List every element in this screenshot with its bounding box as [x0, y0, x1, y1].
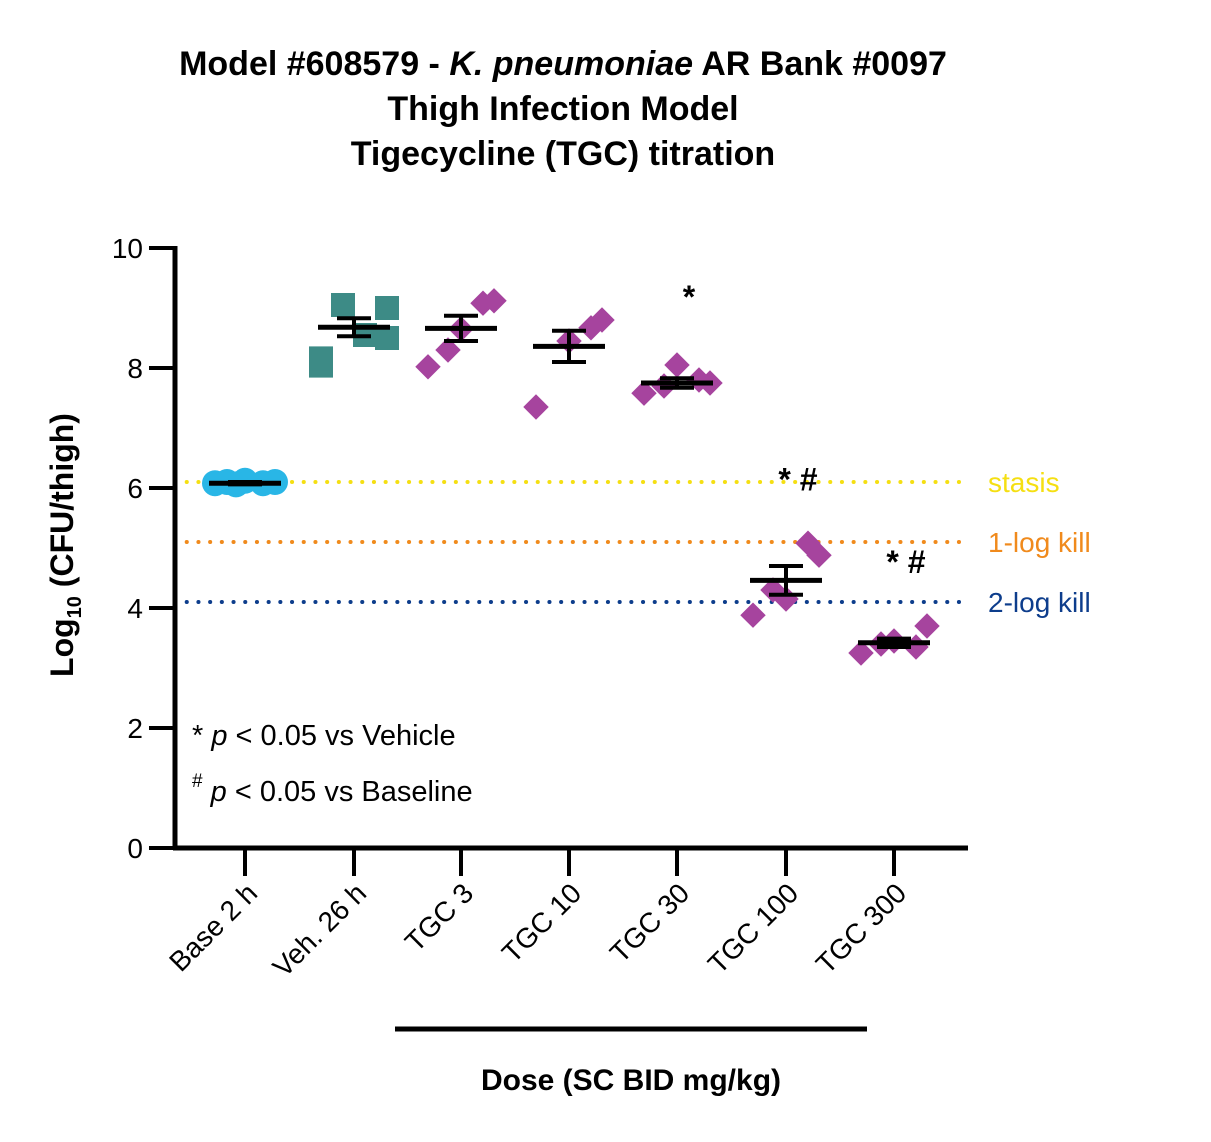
- x-tick-label: TGC 300: [810, 877, 912, 979]
- data-point-diamond: [435, 337, 461, 363]
- significance-label: *: [683, 279, 696, 315]
- axes: [149, 246, 968, 1032]
- significance-label: * #: [886, 544, 925, 580]
- y-axis-label-main: Log: [44, 618, 80, 677]
- data-marks: [202, 288, 940, 666]
- title-italic-part: K. pneumoniae: [449, 45, 694, 83]
- data-point-diamond: [523, 394, 549, 420]
- note-text: < 0.05 vs Vehicle: [227, 720, 455, 752]
- data-point-diamond: [795, 530, 821, 556]
- data-point-diamond: [415, 354, 441, 380]
- reference-line-label: 2-log kill: [988, 587, 1091, 618]
- y-tick-label: 0: [127, 833, 143, 864]
- x-tick-label: Veh. 26 h: [267, 877, 373, 983]
- data-point-diamond: [631, 380, 657, 406]
- reference-lines: [173, 480, 970, 604]
- data-point-diamond: [914, 613, 940, 639]
- note-text: < 0.05 vs Baseline: [227, 776, 473, 808]
- title-line-1: Model #608579 - K. pneumoniae AR Bank #0…: [0, 42, 1126, 87]
- x-tick-label: TGC 30: [604, 877, 695, 968]
- note-mark: *: [192, 720, 211, 752]
- y-axis-label-subscript: 10: [64, 596, 86, 618]
- significance-label: * #: [778, 461, 817, 497]
- reference-line-label: 1-log kill: [988, 527, 1091, 558]
- note-italic: p: [210, 776, 227, 808]
- data-point-diamond: [740, 602, 766, 628]
- title-line-2: Thigh Infection Model: [387, 90, 739, 128]
- reference-line-label: stasis: [988, 467, 1060, 498]
- note-space: [203, 776, 211, 808]
- x-tick-label: TGC 10: [496, 877, 587, 968]
- x-tick-label: TGC 100: [702, 877, 804, 979]
- data-point-square: [309, 346, 333, 371]
- y-axis-label-rest: (CFU/thigh): [44, 413, 80, 596]
- y-tick-label: 6: [127, 473, 143, 504]
- x-tick-label: TGC 3: [399, 877, 479, 957]
- data-point-diamond: [773, 586, 799, 612]
- data-point-diamond: [578, 315, 604, 341]
- title-part: AR Bank #0097: [693, 45, 947, 83]
- data-point-diamond: [664, 352, 690, 378]
- significance-note: # p < 0.05 vs Baseline: [192, 771, 473, 808]
- data-point-square: [375, 326, 399, 350]
- title-part: Model #608579 -: [179, 45, 450, 83]
- y-tick-label: 8: [127, 353, 143, 384]
- data-point-square: [331, 293, 355, 317]
- note-italic: p: [210, 720, 227, 752]
- y-axis-label: Log10 (CFU/thigh): [44, 413, 86, 677]
- data-point-square: [375, 296, 399, 320]
- data-point-diamond: [848, 640, 874, 666]
- data-point-diamond: [470, 290, 496, 316]
- note-mark: #: [192, 771, 203, 792]
- y-tick-label: 4: [127, 593, 143, 624]
- y-tick-label: 2: [127, 713, 143, 744]
- x-tick-label: Base 2 h: [163, 877, 263, 977]
- significance-note: * p < 0.05 vs Vehicle: [192, 720, 456, 752]
- chart-title: Model #608579 - K. pneumoniae AR Bank #0…: [0, 42, 1126, 177]
- title-line-3: Tigecycline (TGC) titration: [350, 135, 776, 173]
- y-tick-label: 10: [112, 233, 143, 264]
- x-axis-label: Dose (SC BID mg/kg): [481, 1064, 781, 1097]
